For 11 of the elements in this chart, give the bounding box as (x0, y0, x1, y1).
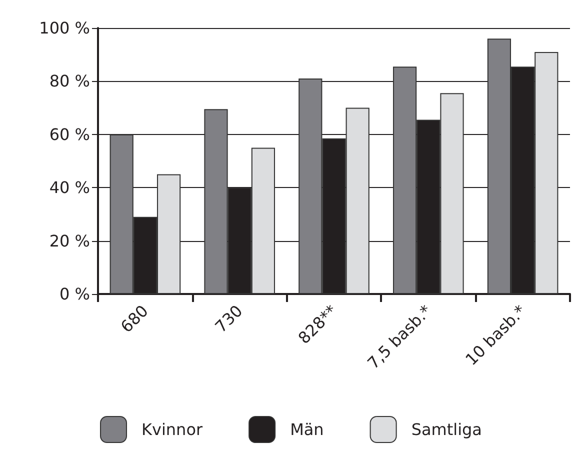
y-tick-label: 0 % (60, 284, 90, 304)
legend-label: Samtliga (411, 420, 482, 439)
x-tick-label: 730 (211, 301, 246, 336)
y-tick-label: 80 % (49, 72, 90, 91)
y-tick-label: 60 % (49, 124, 90, 144)
y-tick-label: 20 % (49, 231, 90, 250)
x-tick-label: 680 (116, 301, 152, 336)
y-tick-label: 40 % (49, 178, 90, 198)
legend-label: Kvinnor (142, 420, 203, 439)
y-tick-label: 100 % (39, 18, 90, 38)
legend-label: Män (290, 420, 324, 439)
